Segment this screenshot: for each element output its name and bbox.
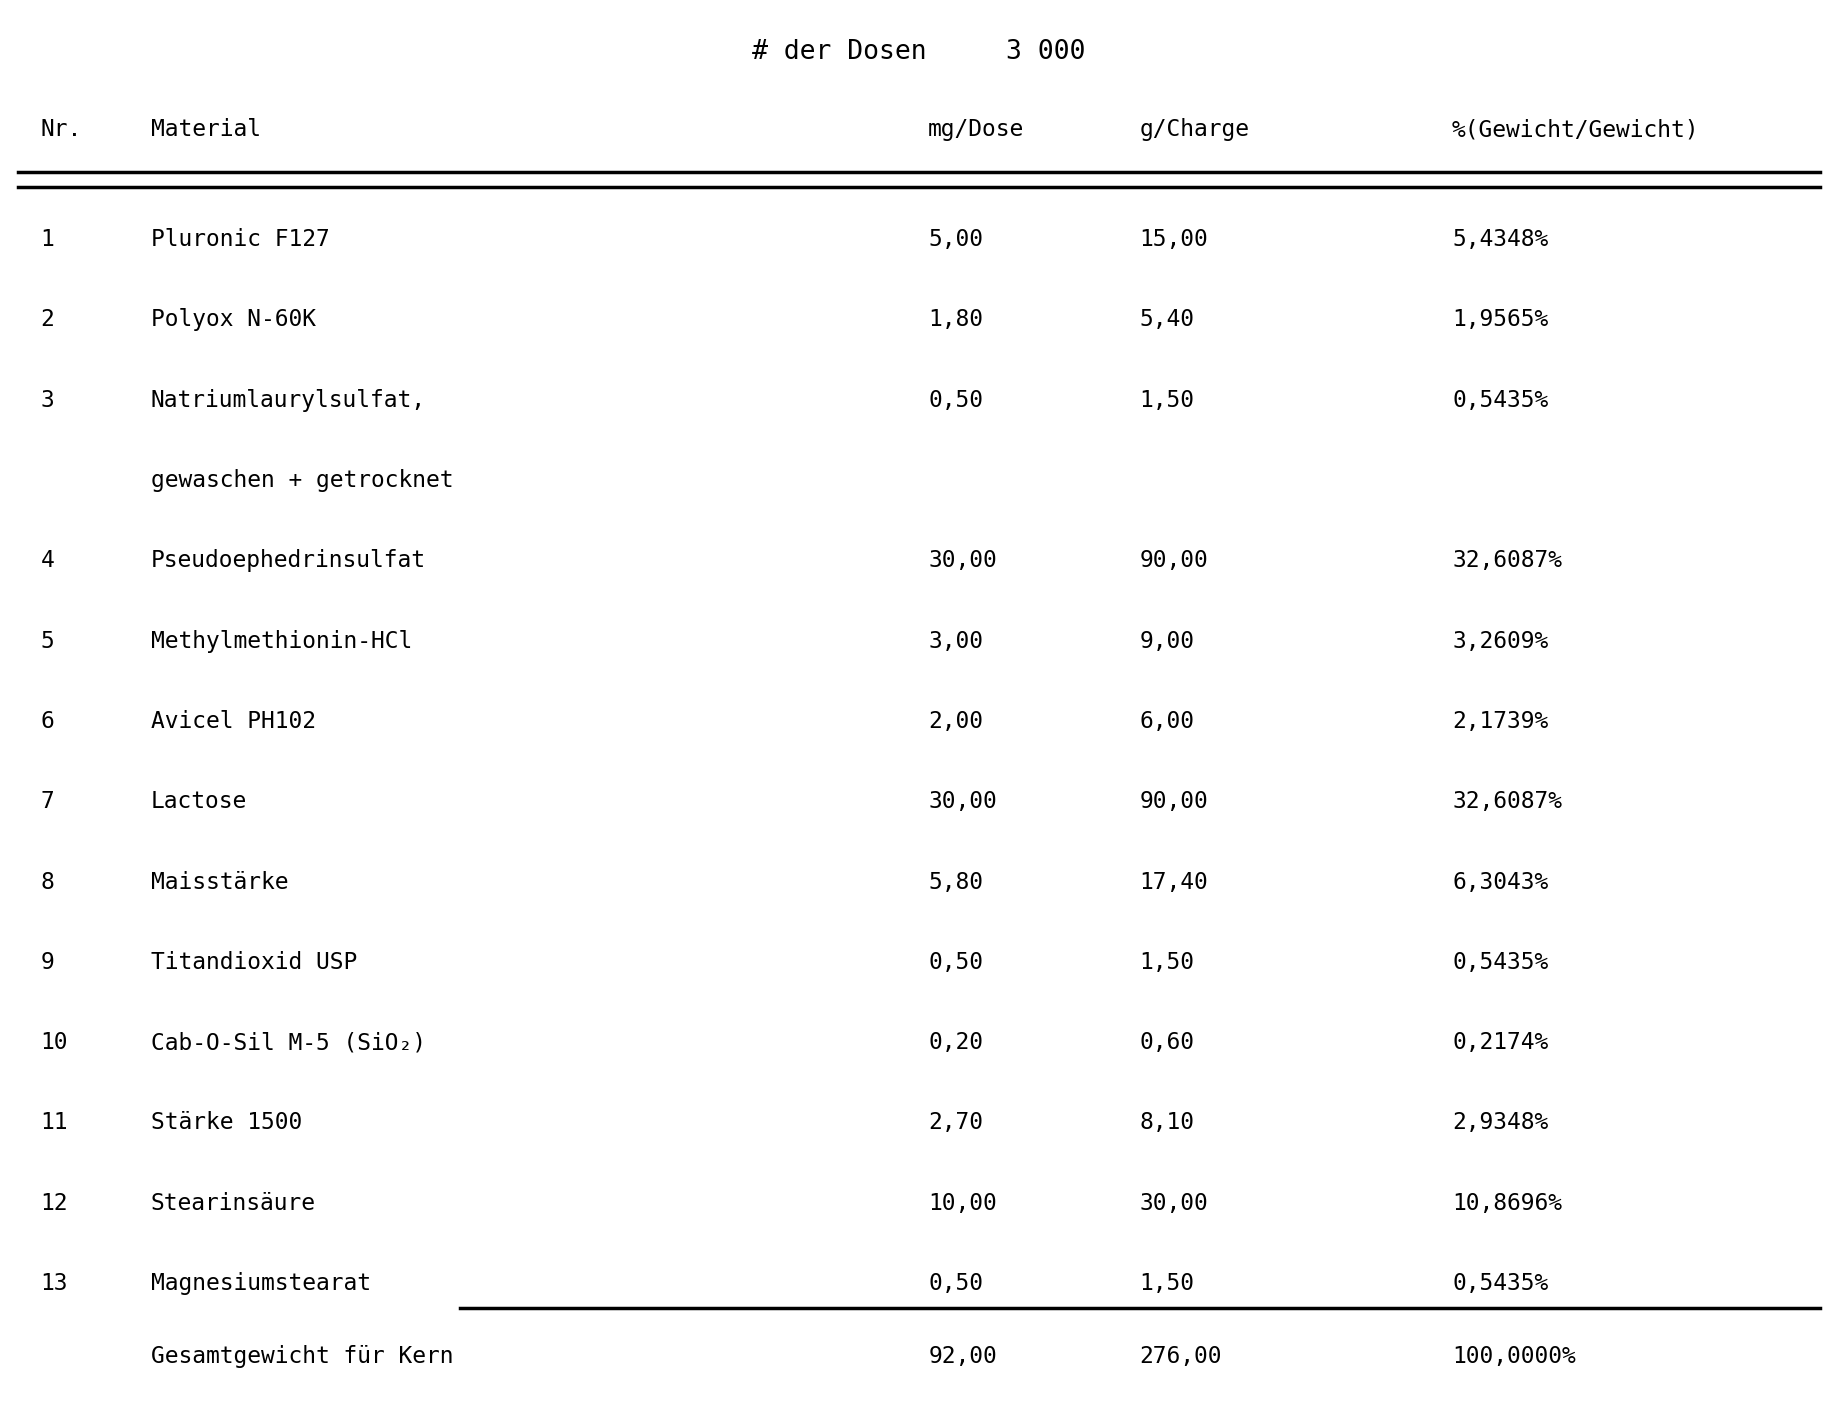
Text: 1,80: 1,80 [928, 309, 983, 331]
Text: 2,00: 2,00 [928, 710, 983, 733]
Text: 0,20: 0,20 [928, 1031, 983, 1054]
Text: 0,5435%: 0,5435% [1452, 389, 1548, 411]
Text: 10: 10 [40, 1031, 68, 1054]
Text: 4: 4 [40, 550, 53, 572]
Text: 0,5435%: 0,5435% [1452, 951, 1548, 974]
Text: Pseudoephedrinsulfat: Pseudoephedrinsulfat [151, 550, 426, 572]
Text: 6,3043%: 6,3043% [1452, 871, 1548, 893]
Text: 1,50: 1,50 [1140, 951, 1195, 974]
Text: Stearinsäure: Stearinsäure [151, 1192, 316, 1215]
Text: 0,5435%: 0,5435% [1452, 1272, 1548, 1295]
Text: Methylmethionin-HCl: Methylmethionin-HCl [151, 630, 412, 652]
Text: 1,9565%: 1,9565% [1452, 309, 1548, 331]
Text: 8,10: 8,10 [1140, 1112, 1195, 1134]
Text: 8: 8 [40, 871, 53, 893]
Text: 3,2609%: 3,2609% [1452, 630, 1548, 652]
Text: Avicel PH102: Avicel PH102 [151, 710, 316, 733]
Text: %(Gewicht/Gewicht): %(Gewicht/Gewicht) [1452, 118, 1700, 141]
Text: # der Dosen     3 000: # der Dosen 3 000 [752, 39, 1086, 65]
Text: 6: 6 [40, 710, 53, 733]
Text: 100,0000%: 100,0000% [1452, 1346, 1575, 1368]
Text: 7: 7 [40, 790, 53, 813]
Text: Magnesiumstearat: Magnesiumstearat [151, 1272, 371, 1295]
Text: Material: Material [151, 118, 261, 141]
Text: 5: 5 [40, 630, 53, 652]
Text: 5,4348%: 5,4348% [1452, 228, 1548, 251]
Text: 0,2174%: 0,2174% [1452, 1031, 1548, 1054]
Text: 32,6087%: 32,6087% [1452, 550, 1562, 572]
Text: Maisstärke: Maisstärke [151, 871, 289, 893]
Text: 30,00: 30,00 [928, 790, 996, 813]
Text: 11: 11 [40, 1112, 68, 1134]
Text: 1,50: 1,50 [1140, 1272, 1195, 1295]
Text: 1: 1 [40, 228, 53, 251]
Text: 10,00: 10,00 [928, 1192, 996, 1215]
Text: Nr.: Nr. [40, 118, 81, 141]
Text: gewaschen + getrocknet: gewaschen + getrocknet [151, 469, 454, 492]
Text: 2,9348%: 2,9348% [1452, 1112, 1548, 1134]
Text: 3: 3 [40, 389, 53, 411]
Text: 30,00: 30,00 [928, 550, 996, 572]
Text: 0,50: 0,50 [928, 389, 983, 411]
Text: 6,00: 6,00 [1140, 710, 1195, 733]
Text: Polyox N-60K: Polyox N-60K [151, 309, 316, 331]
Text: mg/Dose: mg/Dose [928, 118, 1024, 141]
Text: 2: 2 [40, 309, 53, 331]
Text: 90,00: 90,00 [1140, 550, 1208, 572]
Text: 90,00: 90,00 [1140, 790, 1208, 813]
Text: 17,40: 17,40 [1140, 871, 1208, 893]
Text: 0,50: 0,50 [928, 951, 983, 974]
Text: Lactose: Lactose [151, 790, 246, 813]
Text: Natriumlaurylsulfat,: Natriumlaurylsulfat, [151, 389, 426, 411]
Text: 10,8696%: 10,8696% [1452, 1192, 1562, 1215]
Text: Cab-O-Sil M-5 (SiO₂): Cab-O-Sil M-5 (SiO₂) [151, 1031, 426, 1054]
Text: 30,00: 30,00 [1140, 1192, 1208, 1215]
Text: 2,1739%: 2,1739% [1452, 710, 1548, 733]
Text: 9,00: 9,00 [1140, 630, 1195, 652]
Text: 92,00: 92,00 [928, 1346, 996, 1368]
Text: 2,70: 2,70 [928, 1112, 983, 1134]
Text: 13: 13 [40, 1272, 68, 1295]
Text: Gesamtgewicht für Kern: Gesamtgewicht für Kern [151, 1346, 454, 1368]
Text: 12: 12 [40, 1192, 68, 1215]
Text: Pluronic F127: Pluronic F127 [151, 228, 329, 251]
Text: 1,50: 1,50 [1140, 389, 1195, 411]
Text: 5,40: 5,40 [1140, 309, 1195, 331]
Text: 0,50: 0,50 [928, 1272, 983, 1295]
Text: 276,00: 276,00 [1140, 1346, 1222, 1368]
Text: g/Charge: g/Charge [1140, 118, 1250, 141]
Text: Stärke 1500: Stärke 1500 [151, 1112, 301, 1134]
Text: 5,80: 5,80 [928, 871, 983, 893]
Text: 32,6087%: 32,6087% [1452, 790, 1562, 813]
Text: 15,00: 15,00 [1140, 228, 1208, 251]
Text: 5,00: 5,00 [928, 228, 983, 251]
Text: 0,60: 0,60 [1140, 1031, 1195, 1054]
Text: 3,00: 3,00 [928, 630, 983, 652]
Text: 9: 9 [40, 951, 53, 974]
Text: Titandioxid USP: Titandioxid USP [151, 951, 357, 974]
